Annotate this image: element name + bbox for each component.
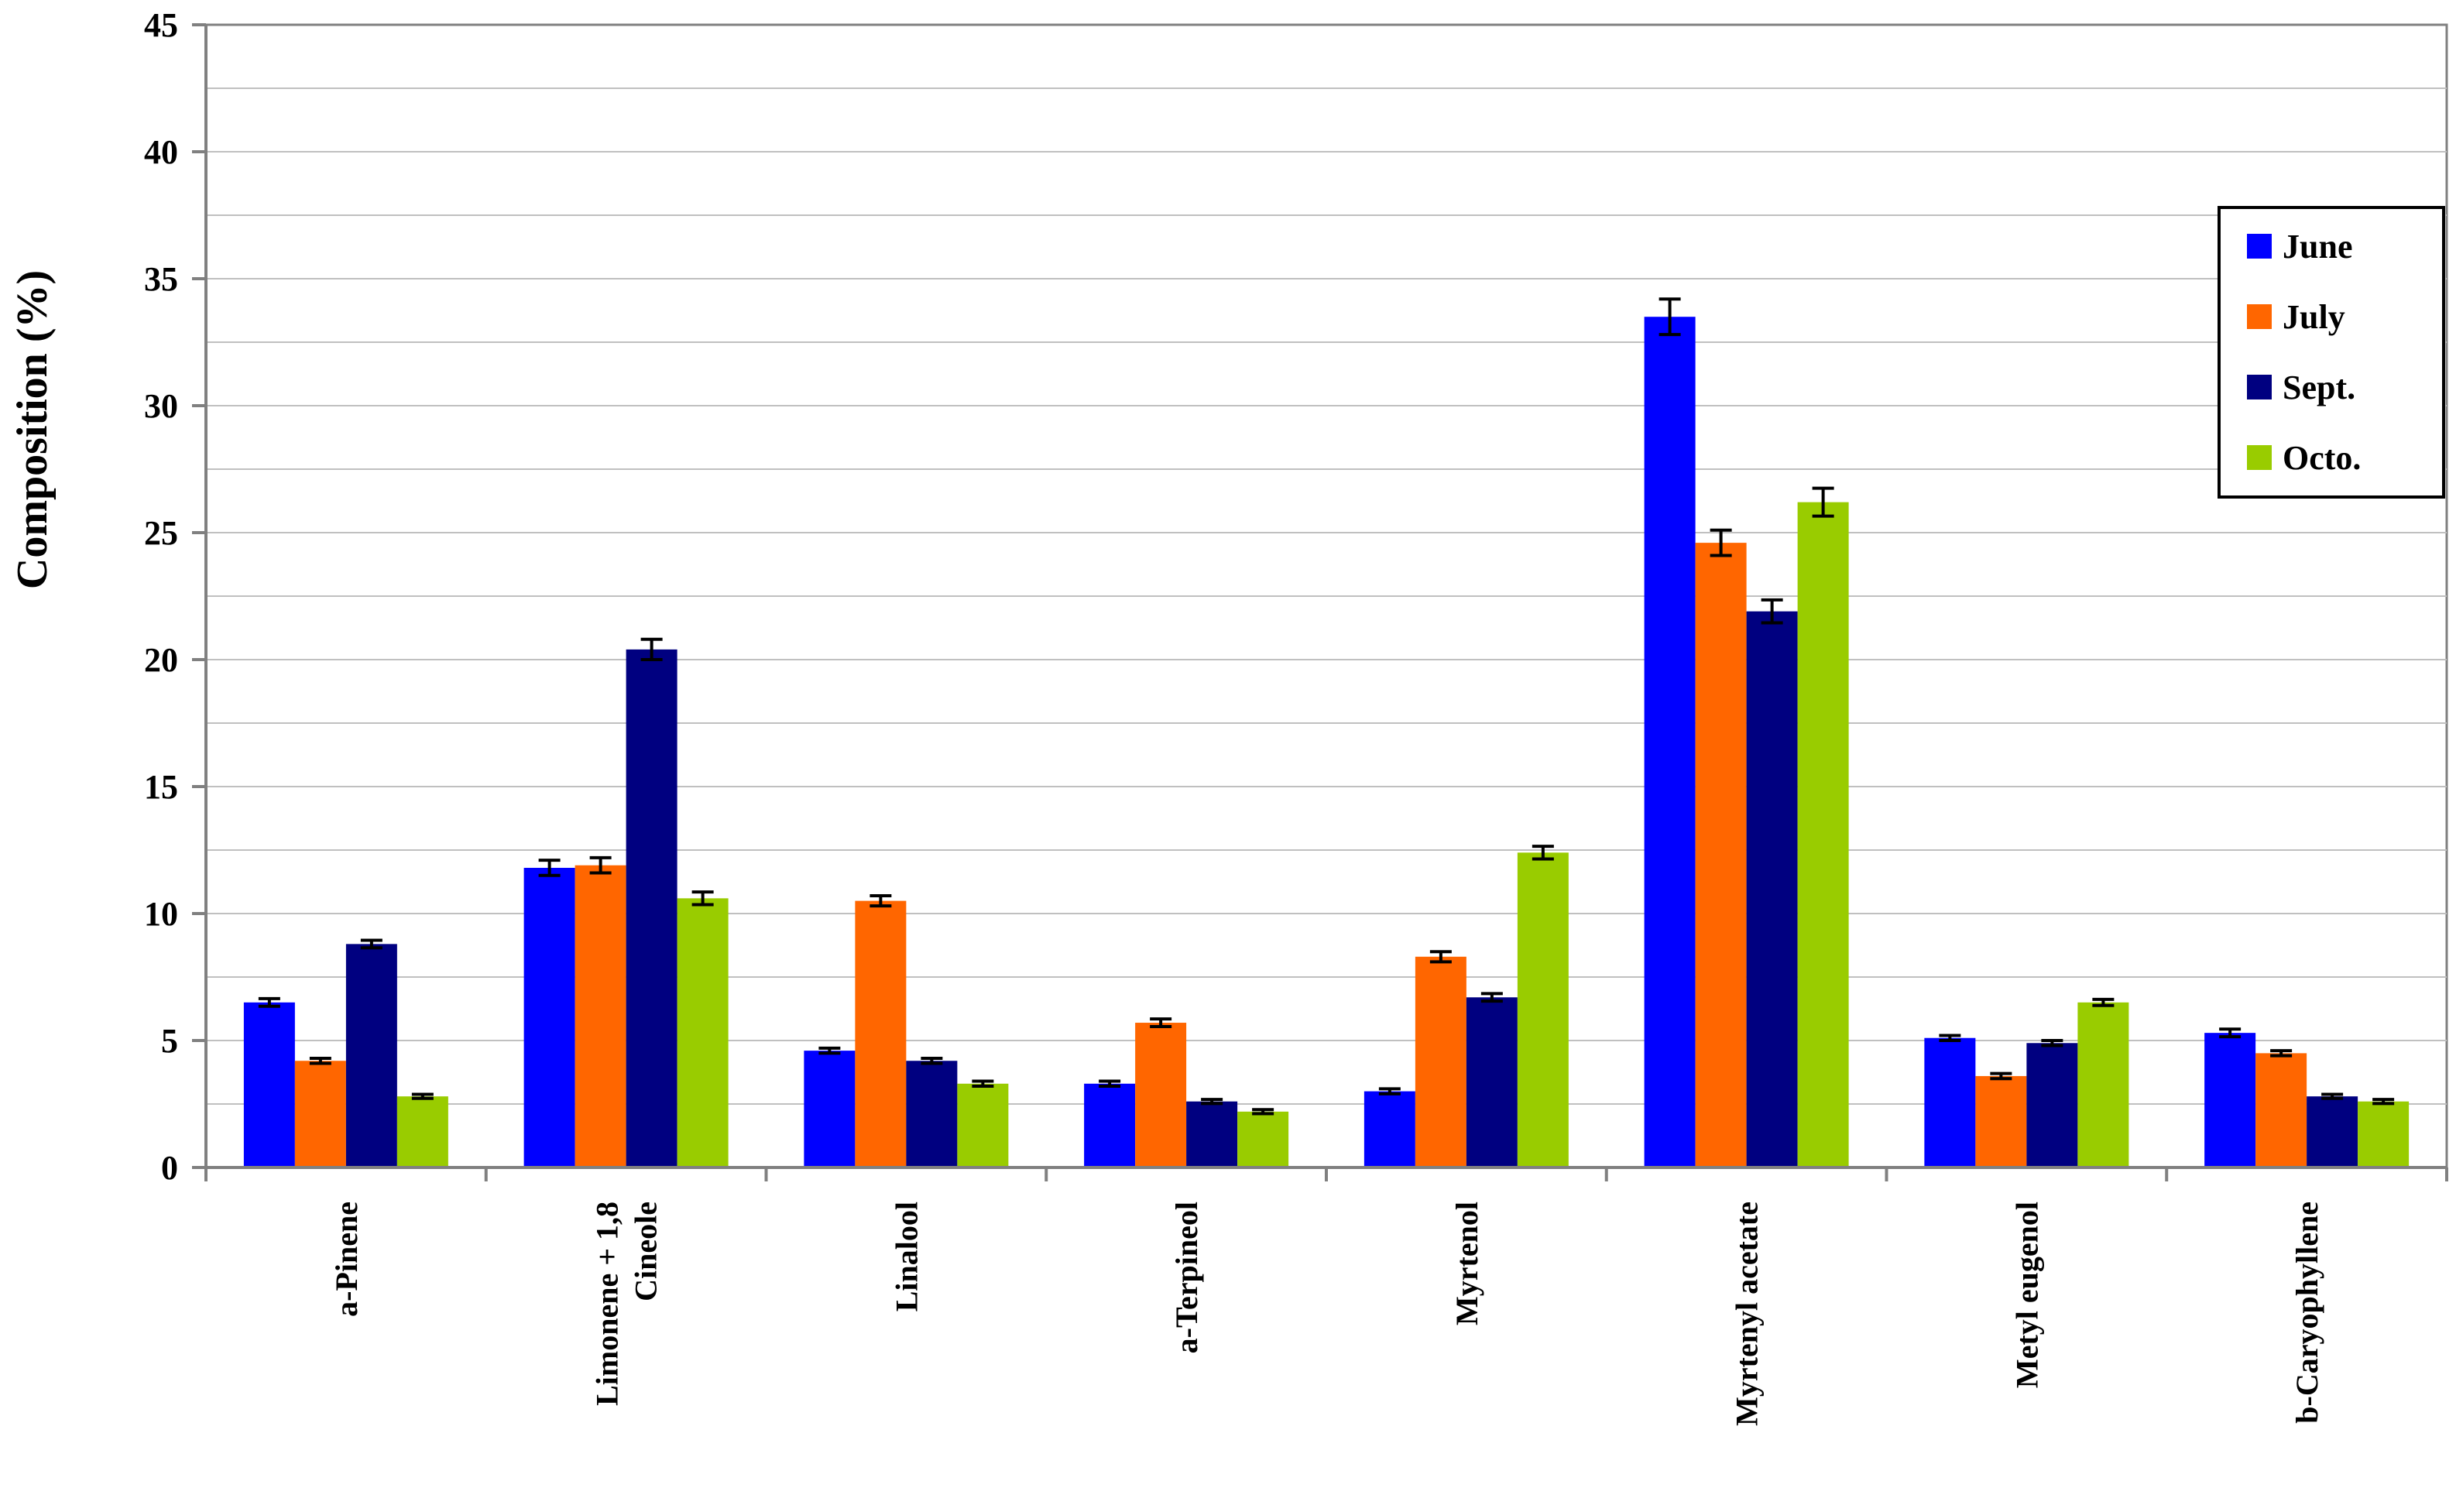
bar-sept — [1186, 1101, 1238, 1167]
bar-sept — [1746, 611, 1798, 1167]
bar-sept — [906, 1061, 958, 1167]
y-tick-label: 5 — [161, 1022, 178, 1060]
y-tick-label: 10 — [144, 895, 178, 933]
bar-octo — [1797, 502, 1849, 1167]
y-tick-label: 25 — [144, 514, 178, 552]
bar-july — [2255, 1053, 2307, 1167]
x-category-label: Myrtenol — [1449, 1202, 1484, 1325]
y-tick-label: 30 — [144, 387, 178, 425]
x-category-label: Myrtenyl acetate — [1730, 1202, 1765, 1426]
bar-octo — [2358, 1101, 2410, 1167]
legend-label: Octo. — [2283, 439, 2361, 477]
bar-octo — [2077, 1002, 2129, 1167]
y-axis-title: Composition (%) — [9, 270, 57, 589]
axes — [192, 23, 2448, 1181]
bar-octo — [396, 1096, 448, 1167]
bar-sept — [2026, 1043, 2078, 1167]
y-tick-label: 20 — [144, 641, 178, 679]
bar-octo — [1517, 852, 1569, 1167]
x-category-label: a-Pinene — [329, 1202, 364, 1317]
bar-octo — [677, 898, 729, 1167]
legend-label: July — [2283, 298, 2345, 336]
bar-july — [575, 865, 626, 1167]
bar-june — [2204, 1033, 2256, 1167]
legend-swatch — [2247, 375, 2272, 399]
bar-july — [1135, 1023, 1187, 1167]
bar-june — [1644, 317, 1696, 1168]
bar-sept — [2307, 1096, 2358, 1167]
bar-july — [294, 1061, 346, 1167]
y-tick-label: 15 — [144, 768, 178, 806]
axis-labels: 0 5 10 15 20 25 30 35 40 45 a-Pinene Limonene + 1,8… — [144, 6, 2324, 1426]
x-category-label: Limonene + 1,8 Cineole — [590, 1202, 664, 1406]
bar-july — [855, 900, 907, 1167]
legend-swatch — [2247, 445, 2272, 470]
legend-swatch — [2247, 234, 2272, 259]
bars — [243, 297, 2410, 1168]
grid-lines — [204, 23, 2448, 1169]
y-tick-label: 40 — [144, 133, 178, 171]
bar-july — [1975, 1075, 2027, 1167]
legend-label: Sept. — [2283, 369, 2355, 406]
bar-sept — [1466, 997, 1518, 1167]
bar-sept — [345, 944, 397, 1167]
y-tick-label: 0 — [161, 1149, 178, 1187]
y-tick-label: 35 — [144, 260, 178, 298]
bar-july — [1415, 956, 1466, 1167]
x-category-label: Metyl eugenol — [2009, 1202, 2044, 1388]
bar-june — [243, 1002, 295, 1167]
x-category-label: a-Terpineol — [1169, 1202, 1204, 1353]
y-tick-label: 45 — [144, 6, 178, 44]
bar-june — [523, 867, 575, 1167]
x-category-label: Linalool — [889, 1202, 924, 1311]
bar-june — [1924, 1037, 1976, 1167]
bar-octo — [957, 1083, 1009, 1167]
bar-june — [1084, 1083, 1136, 1167]
bar-octo — [1237, 1111, 1289, 1167]
bar-july — [1695, 543, 1747, 1167]
legend: June July Sept. Octo. — [2218, 206, 2445, 499]
bar-june — [1363, 1091, 1415, 1167]
legend-swatch — [2247, 304, 2272, 329]
legend-label: June — [2283, 228, 2352, 266]
x-category-label: b-Caryophyllene — [2290, 1202, 2324, 1424]
bar-sept — [626, 649, 677, 1167]
bar-june — [804, 1051, 856, 1167]
